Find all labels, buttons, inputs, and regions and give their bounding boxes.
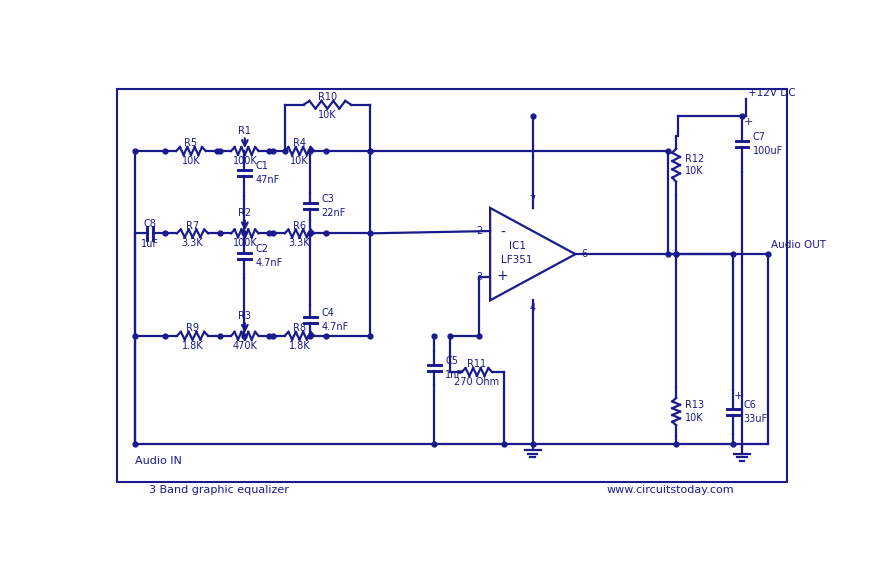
Text: R1: R1 [238,126,252,136]
Text: +: + [743,117,753,127]
Text: R5: R5 [185,138,198,148]
Text: 7: 7 [530,195,536,205]
Text: 1nF: 1nF [445,370,464,380]
Text: R4: R4 [293,138,306,148]
Text: R7: R7 [186,221,199,231]
Text: -: - [500,225,505,240]
Text: 4.7nF: 4.7nF [255,258,283,268]
Text: Audio OUT: Audio OUT [772,240,826,250]
Text: 100uF: 100uF [753,146,783,155]
Text: 1.8K: 1.8K [182,341,203,351]
Text: 10K: 10K [291,156,309,166]
Text: 100K: 100K [232,238,257,249]
Text: C4: C4 [321,308,334,319]
Text: 10K: 10K [685,413,704,423]
Text: R10: R10 [318,92,337,102]
Text: 33uF: 33uF [743,414,767,424]
Text: R11: R11 [467,359,487,370]
Text: 6: 6 [582,249,588,259]
Text: +: + [734,391,743,401]
Text: 3.3K: 3.3K [182,238,203,249]
Text: 4: 4 [530,303,536,313]
Text: 47nF: 47nF [255,175,280,185]
Text: R12: R12 [685,154,705,164]
Text: 1uF: 1uF [141,239,159,249]
Text: R9: R9 [186,323,199,333]
Text: C2: C2 [255,244,268,254]
Text: R8: R8 [293,323,306,333]
Text: 270 Ohm: 270 Ohm [455,377,500,387]
Text: +12V DC: +12V DC [748,88,796,98]
Text: +: + [497,269,509,282]
Text: 10K: 10K [182,156,200,166]
Text: 470K: 470K [232,341,257,351]
Text: 3.3K: 3.3K [289,238,310,249]
Text: R6: R6 [293,221,306,231]
Text: LF351: LF351 [502,254,533,264]
Text: 4.7nF: 4.7nF [321,322,349,332]
Text: 10K: 10K [318,110,336,120]
Text: C1: C1 [255,162,268,171]
FancyBboxPatch shape [117,89,787,482]
Text: C5: C5 [445,356,458,366]
Text: R13: R13 [685,401,705,410]
Text: www.circuitstoday.com: www.circuitstoday.com [607,485,734,495]
Text: 3: 3 [476,272,482,282]
Text: C3: C3 [321,194,334,205]
Text: C7: C7 [753,132,766,142]
Text: C8: C8 [143,219,156,229]
Text: C6: C6 [743,399,757,410]
Text: IC1: IC1 [509,241,525,251]
Text: R2: R2 [238,208,252,218]
Text: R3: R3 [238,311,252,321]
Text: 10K: 10K [685,166,704,176]
Text: 1.8K: 1.8K [289,341,310,351]
Text: Audio IN: Audio IN [135,455,182,466]
Text: 22nF: 22nF [321,208,345,218]
Text: 3 Band graphic equalizer: 3 Band graphic equalizer [149,485,289,495]
Text: 100K: 100K [232,156,257,166]
Text: 2: 2 [476,226,482,236]
